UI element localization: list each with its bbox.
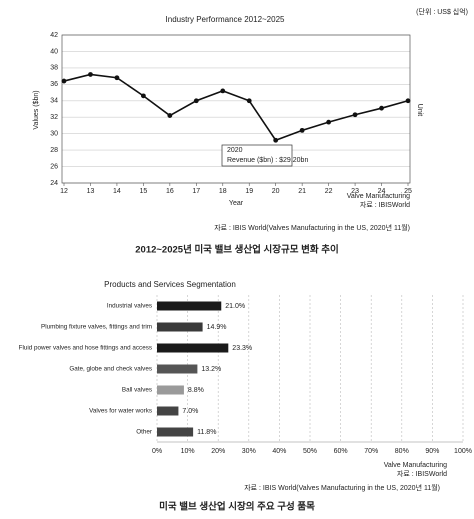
point xyxy=(114,75,120,81)
category-label: Valves for water works xyxy=(89,408,152,415)
bar xyxy=(157,364,198,374)
value-label: 8.8% xyxy=(188,387,204,394)
x-tick-label: 21 xyxy=(298,188,306,195)
x-tick-label: 20 xyxy=(272,188,280,195)
value-label: 7.0% xyxy=(182,408,198,415)
value-label: 11.8% xyxy=(197,429,216,436)
category-label: Plumbing fixture valves, fittings and tr… xyxy=(41,324,152,331)
y-tick-label: 40 xyxy=(50,48,58,55)
category-label: Fluid power valves and hose fittings and… xyxy=(19,345,152,352)
x-tick-label: 90% xyxy=(425,448,439,455)
point xyxy=(299,127,305,133)
y-tick-label: 30 xyxy=(50,131,58,138)
note: Valve Manufacturing xyxy=(347,193,410,200)
x-tick-label: 20% xyxy=(211,448,225,455)
point xyxy=(140,93,146,99)
x-tick-label: 19 xyxy=(245,188,253,195)
category-label: Other xyxy=(136,429,152,436)
note: 자료 : IBISWorld xyxy=(360,200,410,209)
caption: 미국 밸브 생산업 시장의 주요 구성 품목 xyxy=(159,501,315,513)
y-axis-label: Values ($bn) xyxy=(33,90,40,129)
y-tick-label: 28 xyxy=(50,147,58,154)
note: 자료 : IBISWorld xyxy=(397,469,447,478)
x-tick-label: 22 xyxy=(325,188,333,195)
y-tick-label: 36 xyxy=(50,81,58,88)
note: Valve Manufacturing xyxy=(384,462,447,469)
x-tick-label: 14 xyxy=(113,188,121,195)
x-tick-label: 60% xyxy=(334,448,348,455)
point xyxy=(193,98,199,104)
y-tick-label: 32 xyxy=(50,114,58,121)
x-tick-label: 70% xyxy=(364,448,378,455)
x-tick-label: 30% xyxy=(242,448,256,455)
value-label: 13.2% xyxy=(201,366,221,373)
point xyxy=(273,137,279,143)
value-label: 14.9% xyxy=(207,324,227,331)
source: 자료 : IBIS World(Valves Manufacturing in … xyxy=(244,483,440,492)
value-label: 21.0% xyxy=(225,303,245,310)
point xyxy=(61,78,67,84)
x-tick-label: 12 xyxy=(60,188,68,195)
x-tick-label: 17 xyxy=(192,188,200,195)
chart-title: Products and Services Segmentation xyxy=(104,280,236,289)
category-label: Gate, globe and check valves xyxy=(69,366,152,373)
x-tick-label: 50% xyxy=(303,448,317,455)
plot-frame xyxy=(61,34,411,184)
bar xyxy=(157,427,194,437)
bar xyxy=(157,322,203,332)
source: 자료 : IBIS World(Valves Manufacturing in … xyxy=(214,223,410,232)
annotation-text: 2020 xyxy=(227,147,243,154)
point xyxy=(88,72,93,77)
x-tick-label: 24 xyxy=(378,188,386,195)
x-tick-label: 16 xyxy=(166,188,174,195)
x-tick-label: 13 xyxy=(87,188,95,195)
bar xyxy=(157,406,179,416)
x-tick-label: 18 xyxy=(219,188,227,195)
annotation-text: Revenue ($bn) : $29.20bn xyxy=(227,157,308,164)
y-tick-label: 26 xyxy=(50,163,58,170)
x-tick-label: 0% xyxy=(152,448,162,455)
point xyxy=(352,112,358,118)
x-tick-label: 80% xyxy=(395,448,409,455)
right-label: Unit xyxy=(416,104,423,117)
x-tick-label: 23 xyxy=(351,188,359,195)
x-tick-label: 40% xyxy=(272,448,286,455)
y-tick-label: 24 xyxy=(50,180,58,187)
unit-label: (단위 : US$ 십억) xyxy=(416,7,468,16)
bar xyxy=(157,343,229,353)
category-label: Ball valves xyxy=(122,387,152,394)
point xyxy=(326,119,332,125)
point xyxy=(405,98,411,104)
x-tick-label: 10% xyxy=(181,448,195,455)
y-tick-label: 34 xyxy=(50,98,58,105)
x-tick-label: 25 xyxy=(404,188,412,195)
annotation-box xyxy=(221,144,293,167)
point xyxy=(246,98,252,104)
x-axis-label: Year xyxy=(229,200,244,207)
point xyxy=(379,105,384,111)
chart-title: Industry Performance 2012~2025 xyxy=(166,15,286,24)
y-tick-label: 38 xyxy=(50,65,58,72)
bar xyxy=(157,385,184,395)
y-tick-label: 42 xyxy=(50,32,58,39)
category-label: Industrial valves xyxy=(107,303,152,310)
point xyxy=(220,88,226,94)
point xyxy=(167,113,173,118)
line xyxy=(63,73,409,142)
value-label: 23.3% xyxy=(232,345,252,352)
bar xyxy=(157,301,222,311)
caption: 2012~2025년 미국 밸브 생산업 시장규모 변화 추이 xyxy=(135,244,339,256)
x-tick-label: 15 xyxy=(139,188,147,195)
x-tick-label: 100% xyxy=(454,448,472,455)
